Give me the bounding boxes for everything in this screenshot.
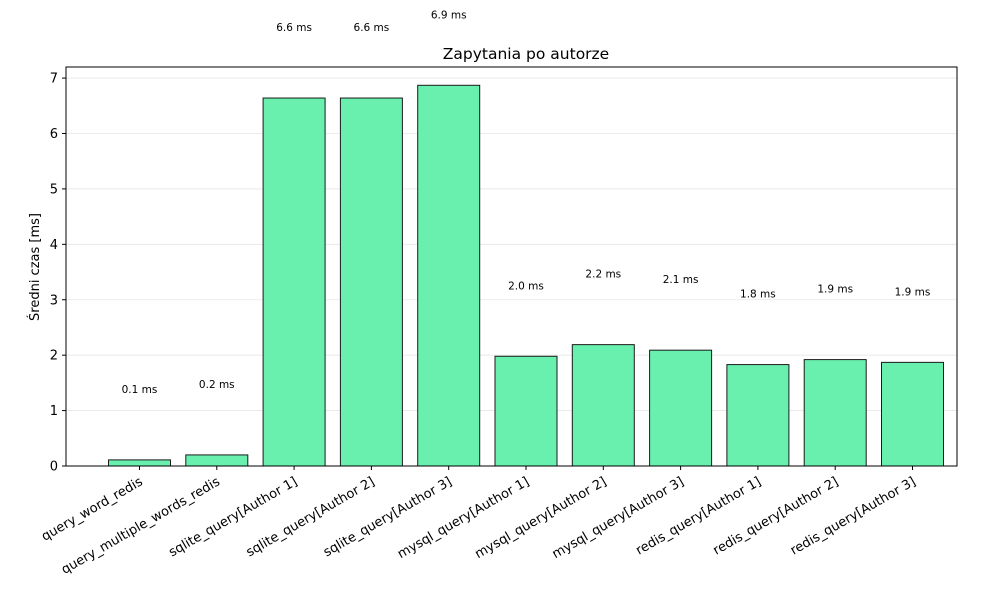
y-axis-label: Średni czas [ms] [27,213,43,321]
y-tick-label: 1 [50,404,58,419]
y-axis-ticks: 0 1 2 3 4 5 6 7 [50,72,66,475]
x-tick-label: mysql_query[Author 2] [472,474,609,562]
bar-value-label: 1.9 ms [895,286,931,298]
x-tick-label: sqlite_query[Author 1] [166,474,300,560]
plot-frame [65,66,958,467]
x-tick-label: redis_query[Author 2] [711,474,842,558]
bar-value-label: 2.1 ms [663,274,699,286]
bar-value-label: 6.6 ms [276,22,312,34]
x-tick-label: mysql_query[Author 1] [395,474,532,562]
bars [108,84,944,467]
y-tick-label: 5 [50,182,58,197]
x-tick-label: sqlite_query[Author 2] [244,474,378,560]
gridlines [66,77,957,467]
bar-value-label: 2.0 ms [508,280,544,292]
bar [339,97,403,467]
bar [494,355,558,467]
bar [649,349,713,467]
y-tick-label: 7 [50,72,58,87]
bar-value-label: 0.1 ms [122,384,158,396]
bar-value-label: 6.6 ms [354,22,390,34]
x-tick-label: redis_query[Author 3] [788,474,919,558]
bar-value-label: 1.8 ms [740,289,776,301]
bar-value-label: 1.9 ms [817,284,853,296]
chart-title: Zapytania po autorze [443,45,609,63]
y-tick-label: 0 [50,460,58,475]
bar [262,97,326,467]
x-axis-ticks: query_word_redisquery_multiple_words_red… [39,466,919,578]
y-tick-label: 2 [50,349,58,364]
bar-value-label: 0.2 ms [199,379,235,391]
y-tick-label: 4 [50,238,58,253]
bar [726,364,790,467]
x-tick-label: mysql_query[Author 3] [550,474,687,562]
bar [108,459,171,467]
bar [803,359,867,467]
bar [417,84,481,467]
y-tick-label: 3 [50,293,58,308]
x-tick-label: sqlite_query[Author 3] [321,474,455,560]
data-labels: 0.1 ms 0.2 ms 6.6 ms 6.6 ms 6.9 ms 2.0 ms 2.2 … [122,9,931,396]
x-tick-label: redis_query[Author 1] [633,474,764,558]
bar [571,344,635,467]
bar-value-label: 2.2 ms [585,269,621,281]
y-tick-label: 6 [50,127,58,142]
bar [185,454,249,467]
bar-value-label: 6.9 ms [431,9,467,21]
bar [881,361,944,467]
